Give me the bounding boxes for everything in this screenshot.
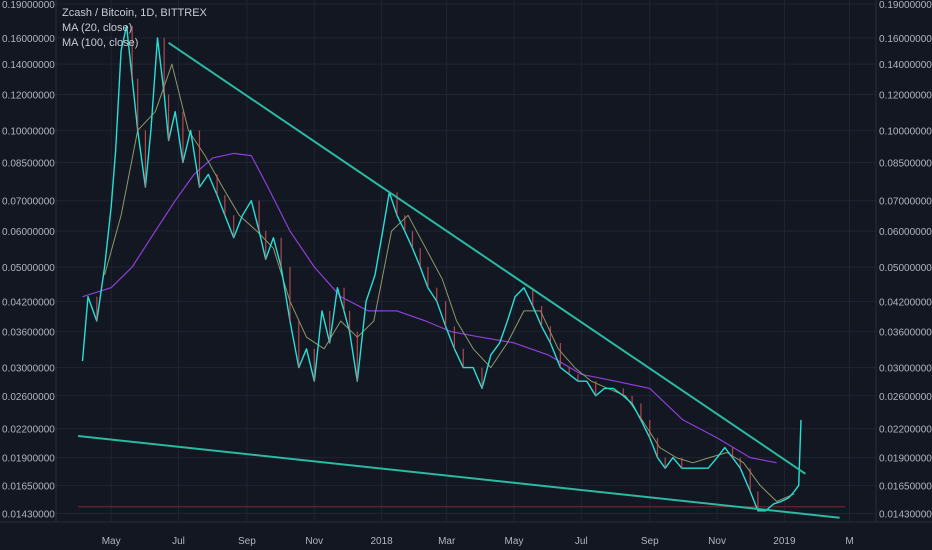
y-tick-label-right: 0.02600000 xyxy=(879,392,932,403)
y-tick-label-right: 0.04200000 xyxy=(879,297,932,308)
y-tick-label-left: 0.06000000 xyxy=(2,227,55,238)
y-tick-label-left: 0.10000000 xyxy=(2,126,55,137)
x-tick-label: M xyxy=(845,536,853,547)
x-tick-label: May xyxy=(102,536,121,547)
y-tick-label-right: 0.03600000 xyxy=(879,328,932,339)
y-tick-label-right: 0.10000000 xyxy=(879,126,932,137)
y-tick-label-right: 0.01900000 xyxy=(879,454,932,465)
time-axis[interactable]: May Jul Sep Nov 2018 Mar May Jul Sep Nov 2019 M xyxy=(102,536,854,547)
y-tick-label-right: 0.19000000 xyxy=(879,0,932,11)
x-tick-label: 2018 xyxy=(370,536,393,547)
y-tick-label-left: 0.03000000 xyxy=(2,364,55,375)
y-tick-label-right: 0.07000000 xyxy=(879,197,932,208)
x-tick-label: May xyxy=(505,536,524,547)
ma20-series-line xyxy=(104,63,795,502)
y-tick-label-right: 0.14000000 xyxy=(879,60,932,71)
y-tick-label-left: 0.12000000 xyxy=(2,91,55,102)
y-tick-label-left: 0.03600000 xyxy=(2,328,55,339)
x-tick-label: 2019 xyxy=(773,536,796,547)
x-tick-label: Nov xyxy=(305,536,323,547)
series-layer xyxy=(77,25,846,519)
upper-trendline xyxy=(168,41,806,475)
x-tick-label: Mar xyxy=(438,536,456,547)
right-price-axis[interactable]: 0.19000000 0.16000000 0.14000000 0.12000000… xyxy=(879,0,932,521)
y-tick-label-left: 0.19000000 xyxy=(2,0,55,11)
x-tick-label: Jul xyxy=(575,536,588,547)
x-tick-label: Sep xyxy=(238,536,256,547)
left-price-axis[interactable]: 0.19000000 0.16000000 0.14000000 0.12000000… xyxy=(2,0,55,521)
y-tick-label-right: 0.06000000 xyxy=(879,227,932,238)
y-tick-label-right: 0.12000000 xyxy=(879,91,932,102)
legend-ma100: MA (100, close) xyxy=(62,37,139,49)
y-tick-label-right: 0.02200000 xyxy=(879,425,932,436)
y-tick-label-left: 0.01900000 xyxy=(2,454,55,465)
y-tick-label-right: 0.05000000 xyxy=(879,263,932,274)
ma100-series-line xyxy=(82,152,777,464)
x-tick-label: Sep xyxy=(641,536,659,547)
y-tick-label-left: 0.01650000 xyxy=(2,481,55,492)
chart-legend: Zcash / Bitcoin, 1D, BITTREX MA (20, clo… xyxy=(62,6,207,51)
price-series-line xyxy=(81,25,802,512)
x-tick-label: Jul xyxy=(172,536,185,547)
y-tick-label-left: 0.07000000 xyxy=(2,197,55,208)
x-tick-label: Nov xyxy=(708,536,726,547)
y-tick-label-right: 0.03000000 xyxy=(879,364,932,375)
y-tick-label-right: 0.08500000 xyxy=(879,158,932,169)
y-tick-label-right: 0.01650000 xyxy=(879,481,932,492)
chart-title: Zcash / Bitcoin, 1D, BITTREX xyxy=(62,7,207,19)
y-tick-label-left: 0.05000000 xyxy=(2,263,55,274)
y-tick-label-right: 0.01430000 xyxy=(879,510,932,521)
lower-trendline xyxy=(77,435,840,519)
y-tick-label-left: 0.01430000 xyxy=(2,510,55,521)
y-tick-label-left: 0.08500000 xyxy=(2,158,55,169)
y-tick-label-left: 0.14000000 xyxy=(2,60,55,71)
y-tick-label-left: 0.02600000 xyxy=(2,392,55,403)
y-tick-label-left: 0.16000000 xyxy=(2,34,55,45)
y-tick-label-left: 0.02200000 xyxy=(2,425,55,436)
legend-ma20: MA (20, close) xyxy=(62,22,133,34)
y-tick-label-right: 0.16000000 xyxy=(879,34,932,45)
y-tick-label-left: 0.04200000 xyxy=(2,297,55,308)
